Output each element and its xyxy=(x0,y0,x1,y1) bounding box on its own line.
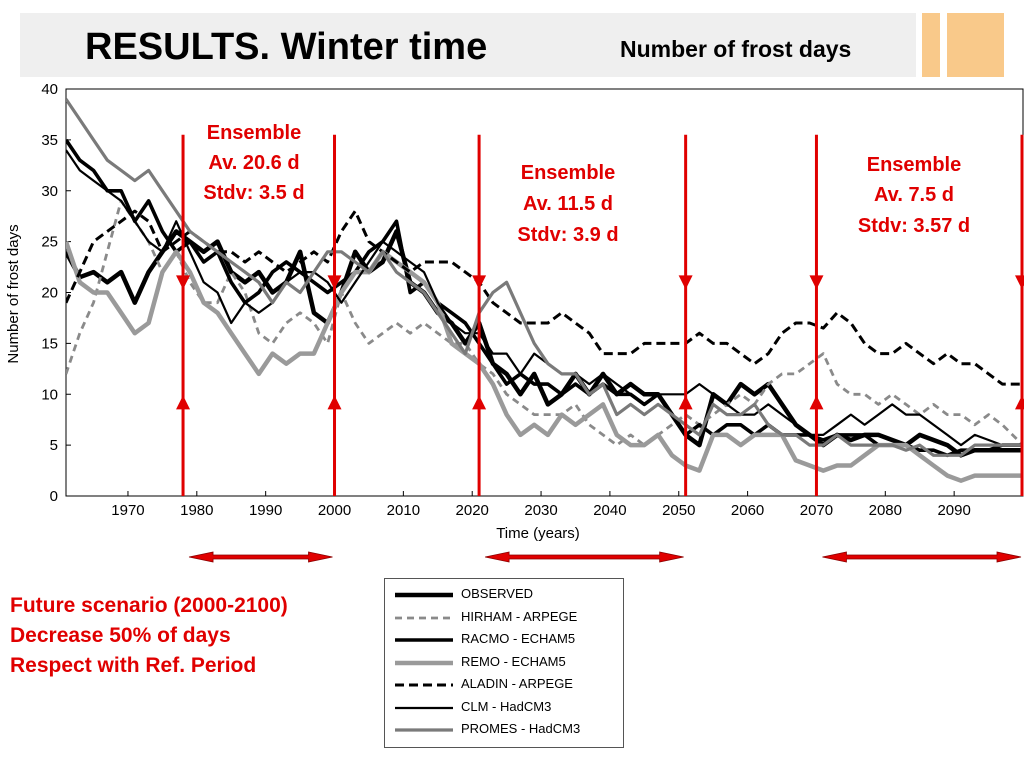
legend-label: RACMO - ECHAM5 xyxy=(461,631,576,646)
annotation-1-line-1: Ensemble xyxy=(207,122,301,144)
up-arrow-icon xyxy=(809,395,824,410)
down-arrow-icon xyxy=(176,275,191,290)
annotation-2-line-2: Av. 11.5 d xyxy=(523,193,613,215)
legend-swatch xyxy=(395,638,453,642)
plot-area xyxy=(65,88,1024,497)
up-arrow-icon xyxy=(1015,395,1024,410)
series-line xyxy=(66,209,1023,386)
legend-swatch xyxy=(395,616,453,619)
legend-swatch xyxy=(395,728,453,732)
y-tick-label: 40 xyxy=(41,81,58,98)
annotation-3-line-2: Av. 7.5 d xyxy=(874,184,954,206)
legend-item: CLM - HadCM3 xyxy=(393,697,619,717)
series-line xyxy=(66,98,1023,457)
double-arrow-icon xyxy=(485,551,684,563)
series-layer xyxy=(66,98,1023,483)
period-markers xyxy=(176,134,1024,496)
down-arrow-icon xyxy=(809,275,824,290)
annotation-2-line-1: Ensemble xyxy=(521,162,615,184)
note-line-2: Decrease 50% of days xyxy=(10,624,231,647)
x-axis-label: Time (years) xyxy=(496,525,580,542)
legend-label: ALADIN - ARPEGE xyxy=(461,676,573,691)
down-arrow-icon xyxy=(472,275,487,290)
y-tick-label: 0 xyxy=(50,488,58,505)
series-line xyxy=(66,138,1023,458)
decorative-strip xyxy=(922,13,940,77)
annotation-1-line-3: Stdv: 3.5 d xyxy=(203,182,304,204)
ensemble-annotation-1: Ensemble Av. 20.6 d Stdv: 3.5 d xyxy=(203,122,304,204)
x-tick-label: 2040 xyxy=(593,502,626,519)
x-tick-label: 2080 xyxy=(869,502,902,519)
legend-swatch xyxy=(395,592,453,598)
double-arrow-icon xyxy=(822,551,1022,563)
range-arrows xyxy=(188,551,1022,563)
x-tick-label: 2030 xyxy=(524,502,557,519)
legend-label: REMO - ECHAM5 xyxy=(461,653,566,669)
x-tick-label: 2050 xyxy=(662,502,695,519)
y-axis-label: Number of frost days xyxy=(5,224,22,363)
down-arrow-icon xyxy=(678,275,693,290)
legend-swatch xyxy=(395,706,453,709)
x-axis: 1970 1980 1990 2000 2010 2020 2030 2040 2050 2060… xyxy=(111,491,971,519)
decorative-block xyxy=(947,13,1004,77)
legend-item: OBSERVED xyxy=(393,584,619,604)
y-tick-label: 25 xyxy=(41,234,58,251)
legend-swatch xyxy=(395,683,453,687)
legend-label: HIRHAM - ARPEGE xyxy=(461,608,578,624)
up-arrow-icon xyxy=(678,395,693,410)
x-tick-label: 2020 xyxy=(456,502,489,519)
legend-item: RACMO - ECHAM5 xyxy=(393,629,619,649)
y-tick-label: 20 xyxy=(41,285,58,302)
slide-title: RESULTS. Winter time xyxy=(85,26,488,68)
frost-days-chart: 0 5 10 15 20 25 30 35 40 1970 1980 1990 2000 2010 202… xyxy=(5,81,1024,563)
y-tick-label: 35 xyxy=(41,132,58,149)
legend-item: ALADIN - ARPEGE xyxy=(393,674,619,694)
y-tick-label: 30 xyxy=(41,183,58,200)
y-tick-label: 10 xyxy=(41,386,58,403)
y-axis: 0 5 10 15 20 25 30 35 40 xyxy=(41,81,71,505)
note-line-1: Future scenario (2000-2100) xyxy=(10,594,288,617)
x-tick-label: 2010 xyxy=(387,502,420,519)
x-tick-label: 2060 xyxy=(731,502,764,519)
up-arrow-icon xyxy=(327,395,342,410)
double-arrow-icon xyxy=(188,551,333,563)
y-tick-label: 5 xyxy=(50,437,58,454)
down-arrow-icon xyxy=(327,275,342,290)
chart-legend: OBSERVED HIRHAM - ARPEGE RACMO - ECHAM5 REM… xyxy=(384,578,624,748)
series-line xyxy=(66,199,1023,447)
legend-item: PROMES - HadCM3 xyxy=(393,719,619,739)
ensemble-annotation-3: Ensemble Av. 7.5 d Stdv: 3.57 d xyxy=(858,154,970,237)
up-arrow-icon xyxy=(472,395,487,410)
x-tick-label: 1980 xyxy=(180,502,213,519)
annotation-3-line-3: Stdv: 3.57 d xyxy=(858,215,970,237)
down-arrow-icon xyxy=(1015,275,1024,290)
ensemble-annotation-2: Ensemble Av. 11.5 d Stdv: 3.9 d xyxy=(517,162,618,246)
y-tick-label: 15 xyxy=(41,335,58,352)
up-arrow-icon xyxy=(176,395,191,410)
x-tick-label: 1970 xyxy=(111,502,144,519)
scenario-note: Future scenario (2000-2100) Decrease 50%… xyxy=(10,591,288,681)
annotation-2-line-3: Stdv: 3.9 d xyxy=(517,224,618,246)
legend-label: OBSERVED xyxy=(461,586,534,601)
annotation-1-line-2: Av. 20.6 d xyxy=(208,152,299,174)
x-tick-label: 2070 xyxy=(800,502,833,519)
legend-item: REMO - ECHAM5 xyxy=(393,652,619,672)
legend-item: HIRHAM - ARPEGE xyxy=(393,607,619,627)
slide-subtitle: Number of frost days xyxy=(620,36,852,62)
legend-swatch xyxy=(395,660,453,665)
x-tick-label: 2000 xyxy=(318,502,351,519)
legend-label: PROMES - HadCM3 xyxy=(461,721,581,736)
x-tick-label: 1990 xyxy=(249,502,282,519)
legend-label: CLM - HadCM3 xyxy=(461,698,552,714)
note-line-3: Respect with Ref. Period xyxy=(10,654,257,677)
series-line xyxy=(66,149,1023,447)
annotation-3-line-1: Ensemble xyxy=(867,154,961,176)
title-bar xyxy=(20,13,916,77)
series-line xyxy=(66,240,1023,483)
x-tick-label: 2090 xyxy=(937,502,970,519)
